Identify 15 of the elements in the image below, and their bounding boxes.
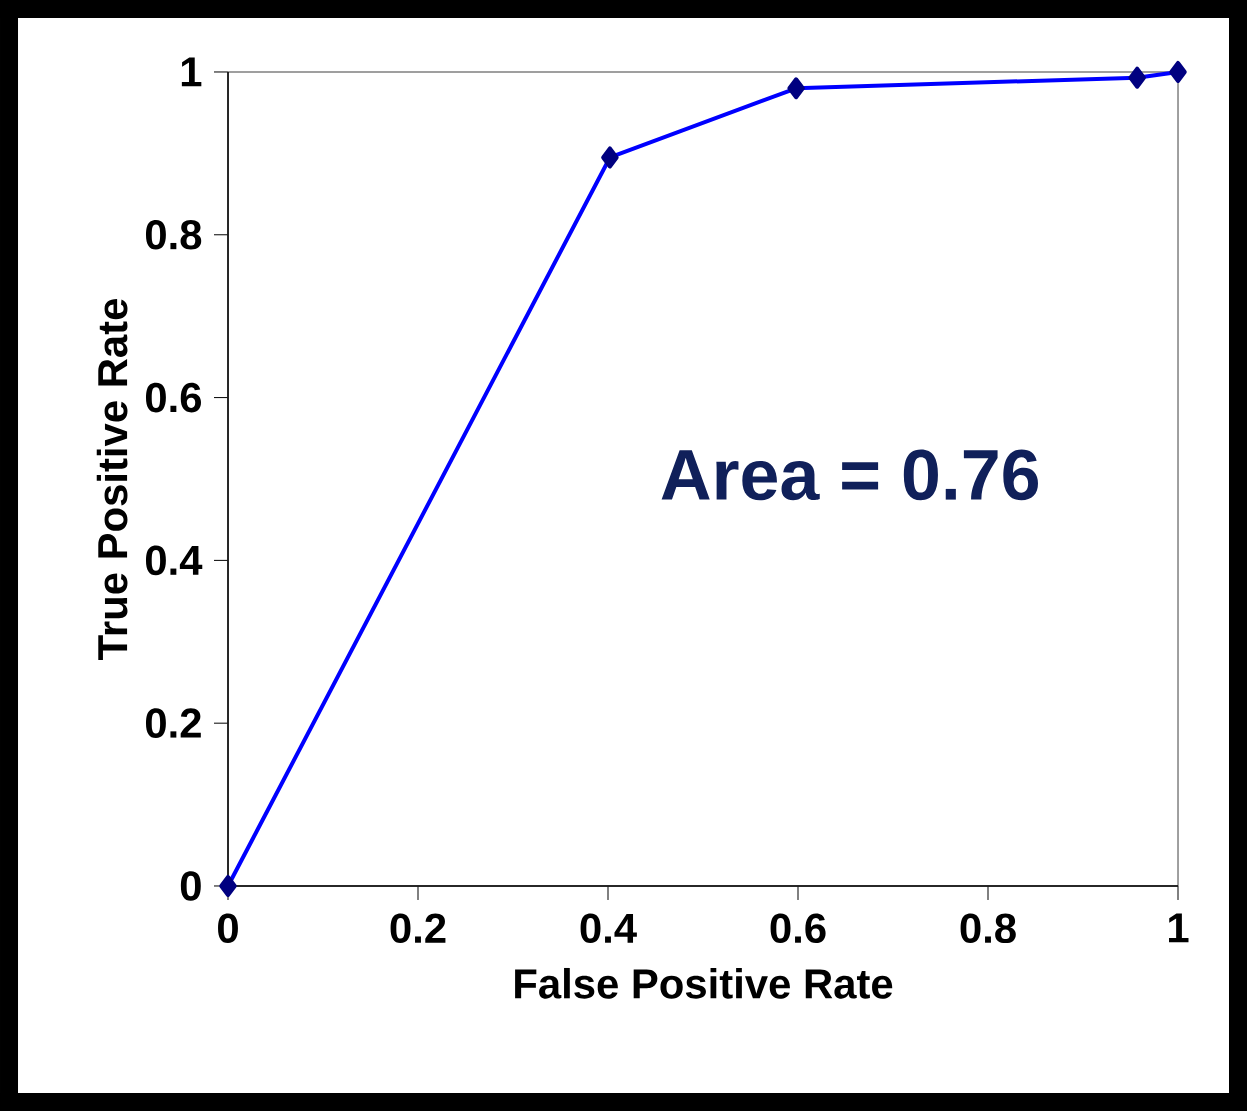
y-tick-label: 0.6 <box>145 382 201 413</box>
x-axis-title: False Positive Rate <box>515 967 893 999</box>
y-axis-title: True Positive Rate <box>96 299 128 660</box>
x-tick-label: 1 <box>1169 913 1189 943</box>
x-tick-label: 0.8 <box>960 913 1016 944</box>
x-tick-label: 0.4 <box>580 913 637 944</box>
y-tick-label: 0.2 <box>145 708 201 738</box>
y-tick-label: 0.8 <box>145 219 202 250</box>
annotation: Area = 0.76 <box>661 449 1038 501</box>
x-tick-label: 0.2 <box>390 913 446 944</box>
x-tick-label: 0.6 <box>770 913 826 944</box>
y-tick-label: 1 <box>181 57 202 87</box>
x-tick-label: 0 <box>218 913 238 944</box>
y-tick-label: 0 <box>180 871 201 901</box>
y-tick-label: 0.4 <box>145 545 203 576</box>
